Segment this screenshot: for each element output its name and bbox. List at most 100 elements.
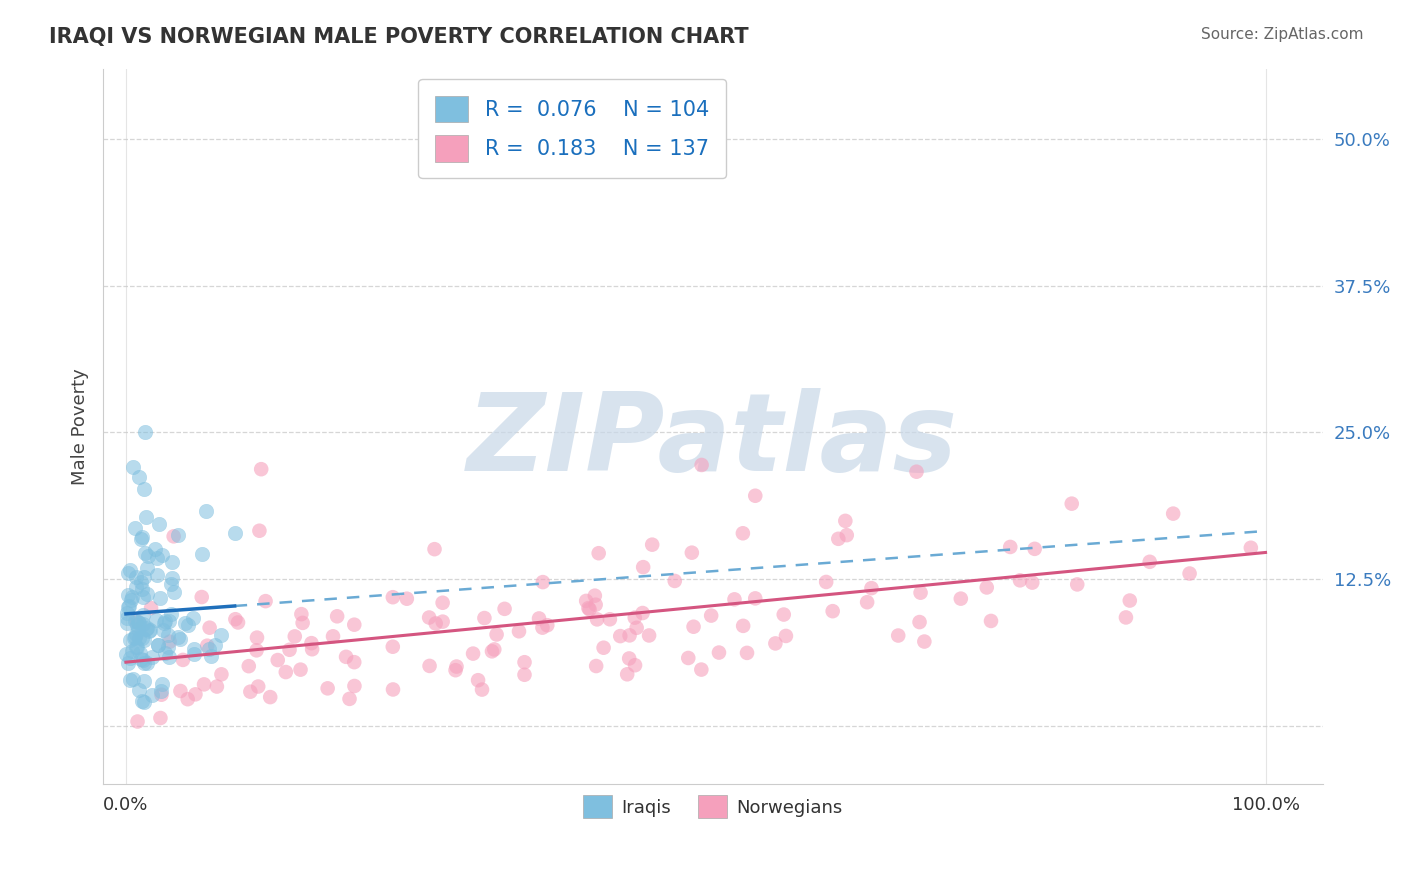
Iraqis — [131, 693, 153, 707]
Norwegians — [578, 601, 600, 615]
Norwegians — [616, 667, 638, 681]
Iraqis — [134, 570, 156, 584]
Norwegians — [127, 714, 149, 729]
Norwegians — [484, 642, 506, 657]
Norwegians — [827, 532, 849, 546]
Iraqis — [121, 644, 143, 658]
Norwegians — [513, 655, 536, 669]
Text: IRAQI VS NORWEGIAN MALE POVERTY CORRELATION CHART: IRAQI VS NORWEGIAN MALE POVERTY CORRELAT… — [49, 27, 749, 46]
Iraqis — [155, 646, 177, 660]
Norwegians — [905, 465, 928, 479]
Iraqis — [141, 688, 163, 702]
Iraqis — [124, 630, 146, 644]
Norwegians — [1178, 566, 1201, 581]
Iraqis — [197, 642, 219, 657]
Norwegians — [626, 621, 648, 635]
Norwegians — [432, 615, 454, 629]
Norwegians — [908, 615, 931, 629]
Iraqis — [139, 624, 162, 638]
Iraqis — [128, 470, 150, 484]
Iraqis — [132, 656, 155, 670]
Norwegians — [531, 621, 554, 635]
Norwegians — [474, 611, 496, 625]
Norwegians — [250, 462, 273, 476]
Iraqis — [120, 673, 142, 687]
Iraqis — [146, 638, 169, 652]
Norwegians — [238, 659, 260, 673]
Norwegians — [631, 560, 654, 574]
Iraqis — [143, 541, 166, 556]
Norwegians — [343, 679, 366, 693]
Norwegians — [290, 663, 312, 677]
Iraqis — [200, 648, 222, 663]
Norwegians — [461, 647, 484, 661]
Norwegians — [149, 711, 172, 725]
Iraqis — [191, 547, 214, 561]
Iraqis — [169, 632, 191, 646]
Iraqis — [209, 627, 232, 641]
Norwegians — [681, 546, 703, 560]
Iraqis — [136, 587, 159, 601]
Iraqis — [153, 614, 176, 628]
Norwegians — [381, 640, 404, 654]
Iraqis — [128, 615, 150, 630]
Norwegians — [664, 574, 686, 588]
Iraqis — [160, 607, 183, 621]
Norwegians — [641, 538, 664, 552]
Norwegians — [239, 684, 262, 698]
Iraqis — [145, 613, 167, 627]
Norwegians — [1000, 540, 1022, 554]
Norwegians — [834, 514, 856, 528]
Norwegians — [481, 644, 503, 658]
Iraqis — [117, 600, 139, 615]
Norwegians — [631, 606, 654, 620]
Iraqis — [135, 622, 157, 636]
Iraqis — [132, 673, 155, 688]
Norwegians — [494, 602, 516, 616]
Norwegians — [125, 615, 148, 629]
Norwegians — [343, 617, 366, 632]
Iraqis — [115, 616, 138, 631]
Iraqis — [127, 623, 149, 637]
Iraqis — [128, 683, 150, 698]
Norwegians — [444, 663, 467, 677]
Iraqis — [117, 588, 139, 602]
Iraqis — [132, 607, 155, 622]
Iraqis — [136, 657, 159, 671]
Iraqis — [118, 599, 141, 614]
Norwegians — [274, 665, 297, 679]
Norwegians — [1066, 577, 1088, 591]
Norwegians — [744, 591, 766, 606]
Iraqis — [132, 616, 155, 631]
Norwegians — [1008, 574, 1031, 588]
Norwegians — [205, 680, 228, 694]
Text: ZIPatlas: ZIPatlas — [467, 388, 959, 494]
Norwegians — [301, 636, 323, 650]
Norwegians — [624, 658, 647, 673]
Norwegians — [1139, 555, 1161, 569]
Norwegians — [619, 628, 641, 642]
Norwegians — [326, 609, 349, 624]
Norwegians — [159, 634, 181, 648]
Iraqis — [148, 638, 170, 652]
Iraqis — [136, 621, 159, 635]
Norwegians — [772, 607, 794, 622]
Iraqis — [134, 546, 156, 560]
Norwegians — [1021, 575, 1043, 590]
Iraqis — [145, 568, 167, 582]
Norwegians — [1240, 541, 1263, 555]
Iraqis — [134, 483, 156, 497]
Norwegians — [193, 677, 215, 691]
Iraqis — [131, 530, 153, 544]
Norwegians — [290, 607, 312, 622]
Norwegians — [744, 489, 766, 503]
Norwegians — [343, 655, 366, 669]
Iraqis — [150, 683, 173, 698]
Iraqis — [115, 611, 138, 625]
Norwegians — [835, 528, 858, 542]
Norwegians — [585, 598, 607, 612]
Norwegians — [339, 691, 361, 706]
Norwegians — [195, 639, 218, 653]
Iraqis — [120, 593, 142, 607]
Iraqis — [153, 616, 176, 631]
